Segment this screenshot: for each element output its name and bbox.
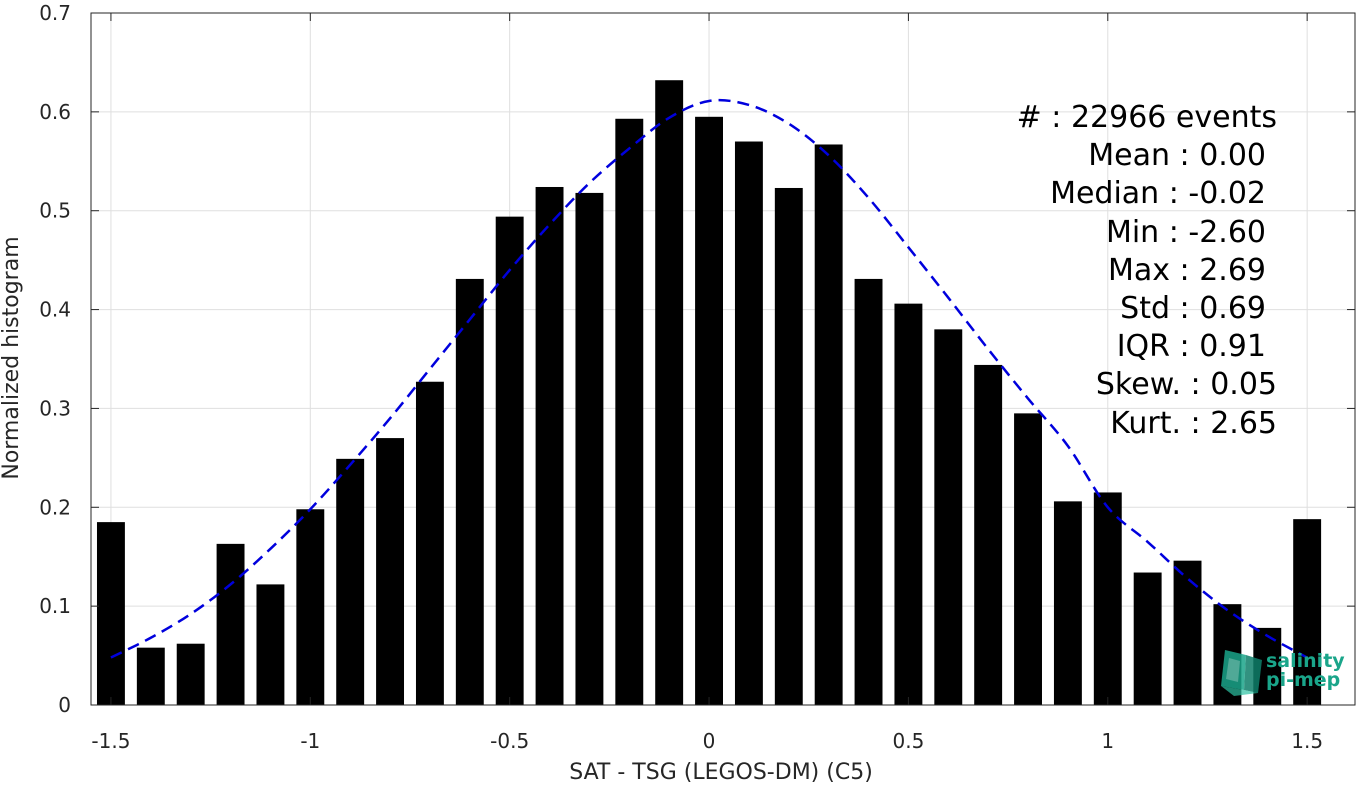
stat-count: # : 22966 events [1017, 100, 1277, 135]
x-tick-label: -1 [300, 729, 320, 753]
logo-text-salinity: salinity [1266, 650, 1345, 672]
histogram-bar [136, 647, 165, 705]
statistics-box: # : 22966 events Mean : 0.00 Median : -0… [1017, 100, 1277, 441]
y-tick-label: 0.7 [39, 1, 71, 25]
x-tick-label: 0.5 [893, 729, 925, 753]
y-tick-label: 0.6 [39, 100, 71, 124]
histogram-bar [296, 509, 325, 705]
histogram-bar [535, 186, 564, 705]
x-tick-label: 0 [703, 729, 716, 753]
histogram-bar [695, 116, 723, 706]
histogram-bar [814, 144, 843, 706]
stat-max: Max : 2.69 [1108, 253, 1266, 288]
stat-median: Median : -0.02 [1050, 176, 1266, 211]
histogram-bar [934, 329, 963, 705]
stat-kurt: Kurt. : 2.65 [1110, 406, 1277, 441]
histogram-bar [176, 643, 205, 705]
histogram-bar [1133, 572, 1162, 705]
axis-ticks [91, 12, 1355, 706]
stat-iqr: IQR : 0.91 [1117, 329, 1266, 364]
y-tick-labels: 0 0.1 0.2 0.3 0.4 0.5 0.6 0.7 [39, 1, 71, 717]
x-axis-label: SAT - TSG (LEGOS-DM) (C5) [569, 760, 873, 785]
y-tick-label: 0.3 [39, 396, 71, 420]
histogram-bar [655, 80, 684, 706]
salinity-pi-mep-logo: salinity pi-mep [1221, 650, 1345, 696]
histogram-bars [96, 80, 1322, 706]
x-tick-label: -0.5 [490, 729, 529, 753]
histogram-bar [376, 438, 405, 705]
histogram-bar [1053, 501, 1082, 705]
cube-logo-icon [1221, 650, 1262, 696]
gaussian-fit-curve [110, 98, 1308, 659]
y-tick-label: 0.5 [39, 199, 71, 223]
histogram-bar [495, 216, 524, 705]
histogram-bar [256, 584, 285, 705]
histogram-bar [455, 278, 484, 705]
histogram-bar [1093, 492, 1122, 705]
histogram-bar [734, 141, 763, 705]
histogram-bar [854, 278, 883, 705]
x-tick-label: 1.5 [1291, 729, 1323, 753]
histogram-bar [615, 118, 644, 705]
y-tick-label: 0 [58, 693, 71, 717]
histogram-bar [96, 522, 125, 705]
stat-std: Std : 0.69 [1120, 291, 1266, 326]
logo-text-pi-mep: pi-mep [1266, 669, 1340, 691]
histogram-bar [1173, 560, 1202, 705]
y-tick-label: 0.4 [39, 298, 71, 322]
axes-frame [90, 12, 1356, 706]
stat-mean: Mean : 0.00 [1088, 138, 1266, 173]
y-axis-label: Normalized histogram [0, 236, 24, 479]
histogram-bar [894, 303, 923, 705]
histogram-bar [575, 192, 604, 706]
stat-skew: Skew. : 0.05 [1096, 367, 1277, 402]
histogram-bar [774, 187, 803, 705]
histogram-bar [974, 364, 1003, 705]
x-tick-label: 1 [1101, 729, 1114, 753]
histogram-bar [216, 543, 245, 705]
stat-min: Min : -2.60 [1106, 215, 1266, 250]
histogram-bar [336, 458, 365, 705]
y-tick-label: 0.2 [39, 495, 71, 519]
histogram-bar [1293, 519, 1322, 705]
histogram-bar [415, 381, 444, 705]
y-tick-label: 0.1 [39, 594, 71, 618]
x-tick-label: -1.5 [91, 729, 130, 753]
x-tick-labels: -1.5 -1 -0.5 0 0.5 1 1.5 [91, 729, 1323, 753]
histogram-bar [1014, 413, 1042, 705]
